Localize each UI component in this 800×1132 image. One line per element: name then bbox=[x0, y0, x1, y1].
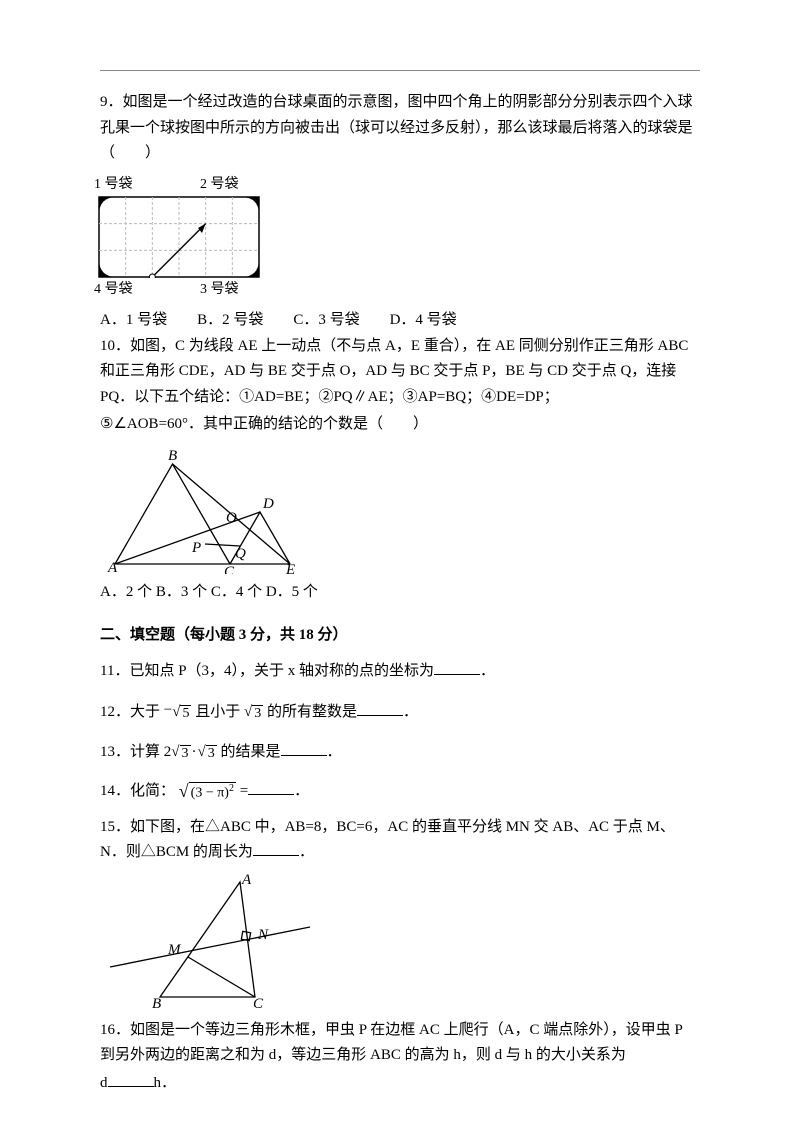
q12-mid: 且小于 bbox=[195, 704, 240, 720]
q9-label-tl: 1 号袋 bbox=[94, 173, 150, 197]
q10-D: D bbox=[262, 496, 274, 512]
q16-h: h． bbox=[154, 1075, 177, 1091]
q12-c: ． bbox=[403, 704, 418, 720]
q12-neg: − bbox=[164, 702, 172, 718]
q16-blank bbox=[108, 1072, 154, 1087]
q15-C: C bbox=[253, 996, 264, 1012]
q11-blank bbox=[434, 660, 480, 675]
page-top-rule bbox=[100, 70, 700, 71]
q14-blank bbox=[248, 780, 294, 795]
q11-a: 11．已知点 P（3，4），关于 x 轴对称的点的坐标为 bbox=[100, 663, 434, 679]
q13-blank bbox=[281, 741, 327, 756]
q12-blank bbox=[357, 701, 403, 716]
q14-eq: = bbox=[240, 783, 248, 799]
q10-P: P bbox=[191, 540, 201, 556]
q13-sqrt2: √3 bbox=[198, 745, 217, 761]
q12-a: 12．大于 bbox=[100, 704, 160, 720]
q13-c: ． bbox=[327, 744, 342, 760]
q10-Q: Q bbox=[235, 546, 246, 562]
q16-d: d bbox=[100, 1075, 108, 1091]
q13: 13．计算 2√3·√3 的结果是． bbox=[100, 740, 700, 766]
q14: 14．化简： √(3 − π)2 = ． bbox=[100, 779, 700, 805]
q9-svg bbox=[94, 196, 264, 278]
q14-b: ． bbox=[294, 783, 309, 799]
q13-dot: · bbox=[191, 744, 198, 760]
q15-A: A bbox=[241, 872, 252, 888]
q13-a: 13．计算 bbox=[100, 744, 160, 760]
q9-diagram-wrap: 1 号袋 2 号袋 4 号袋 3 号袋 bbox=[94, 173, 700, 303]
q10-text2: ⑤∠AOB=60°．其中正确的结论的个数是（ ） bbox=[100, 412, 700, 438]
q15-B: B bbox=[152, 996, 161, 1012]
q10-choices: A．2 个 B．3 个 C．4 个 D．5 个 bbox=[100, 580, 700, 606]
q12-sqrt5: √5 bbox=[172, 705, 191, 721]
q10-svg: A B C D E O P Q bbox=[100, 444, 300, 574]
q12-sqrt3: √3 bbox=[244, 705, 263, 721]
q14-sqrt: √(3 − π)2 bbox=[179, 782, 236, 801]
q9-label-tr: 2 号袋 bbox=[200, 173, 239, 197]
q10-B: B bbox=[168, 448, 177, 464]
q9-label-br: 3 号袋 bbox=[200, 278, 239, 302]
q13-sqrt1: √3 bbox=[171, 745, 190, 761]
q15-diagram: A B C M N bbox=[100, 872, 700, 1012]
q11: 11．已知点 P（3，4），关于 x 轴对称的点的坐标为 ． bbox=[100, 659, 700, 685]
q11-b: ． bbox=[480, 663, 495, 679]
q15-blank bbox=[253, 841, 299, 856]
q15-svg: A B C M N bbox=[100, 872, 320, 1012]
q10-O: O bbox=[226, 510, 237, 526]
q9-text: 9．如图是一个经过改造的台球桌面的示意图，图中四个角上的阴影部分分别表示四个入球… bbox=[100, 90, 700, 167]
q16-line2: d h． bbox=[100, 1071, 700, 1097]
q16-text: 16．如图是一个等边三角形木框，甲虫 P 在边框 AC 上爬行（A，C 端点除外… bbox=[100, 1018, 700, 1069]
q12-b: 的所有整数是 bbox=[267, 704, 357, 720]
q10-C: C bbox=[224, 564, 235, 574]
q10-A: A bbox=[107, 560, 118, 574]
q10-E: E bbox=[285, 562, 295, 574]
q9-choices: A．1 号袋 B．2 号袋 C．3 号袋 D．4 号袋 bbox=[100, 308, 700, 334]
q13-b: 的结果是 bbox=[220, 744, 280, 760]
q15-text: 15．如下图，在△ABC 中，AB=8，BC=6，AC 的垂直平分线 MN 交 … bbox=[100, 815, 700, 866]
q14-a: 14．化简： bbox=[100, 783, 175, 799]
q15-M: M bbox=[167, 942, 182, 958]
q10-text: 10．如图，C 为线段 AE 上一动点（不与点 A，E 重合），在 AE 同侧分… bbox=[100, 334, 700, 411]
q10-diagram: A B C D E O P Q bbox=[100, 444, 700, 574]
q12: 12．大于 −√5 且小于 √3 的所有整数是 ． bbox=[100, 698, 700, 726]
q13-coef: 2 bbox=[164, 744, 172, 760]
q9-label-bl: 4 号袋 bbox=[94, 278, 150, 302]
section2-title: 二、填空题（每小题 3 分，共 18 分） bbox=[100, 623, 700, 649]
q15-N: N bbox=[257, 927, 269, 943]
